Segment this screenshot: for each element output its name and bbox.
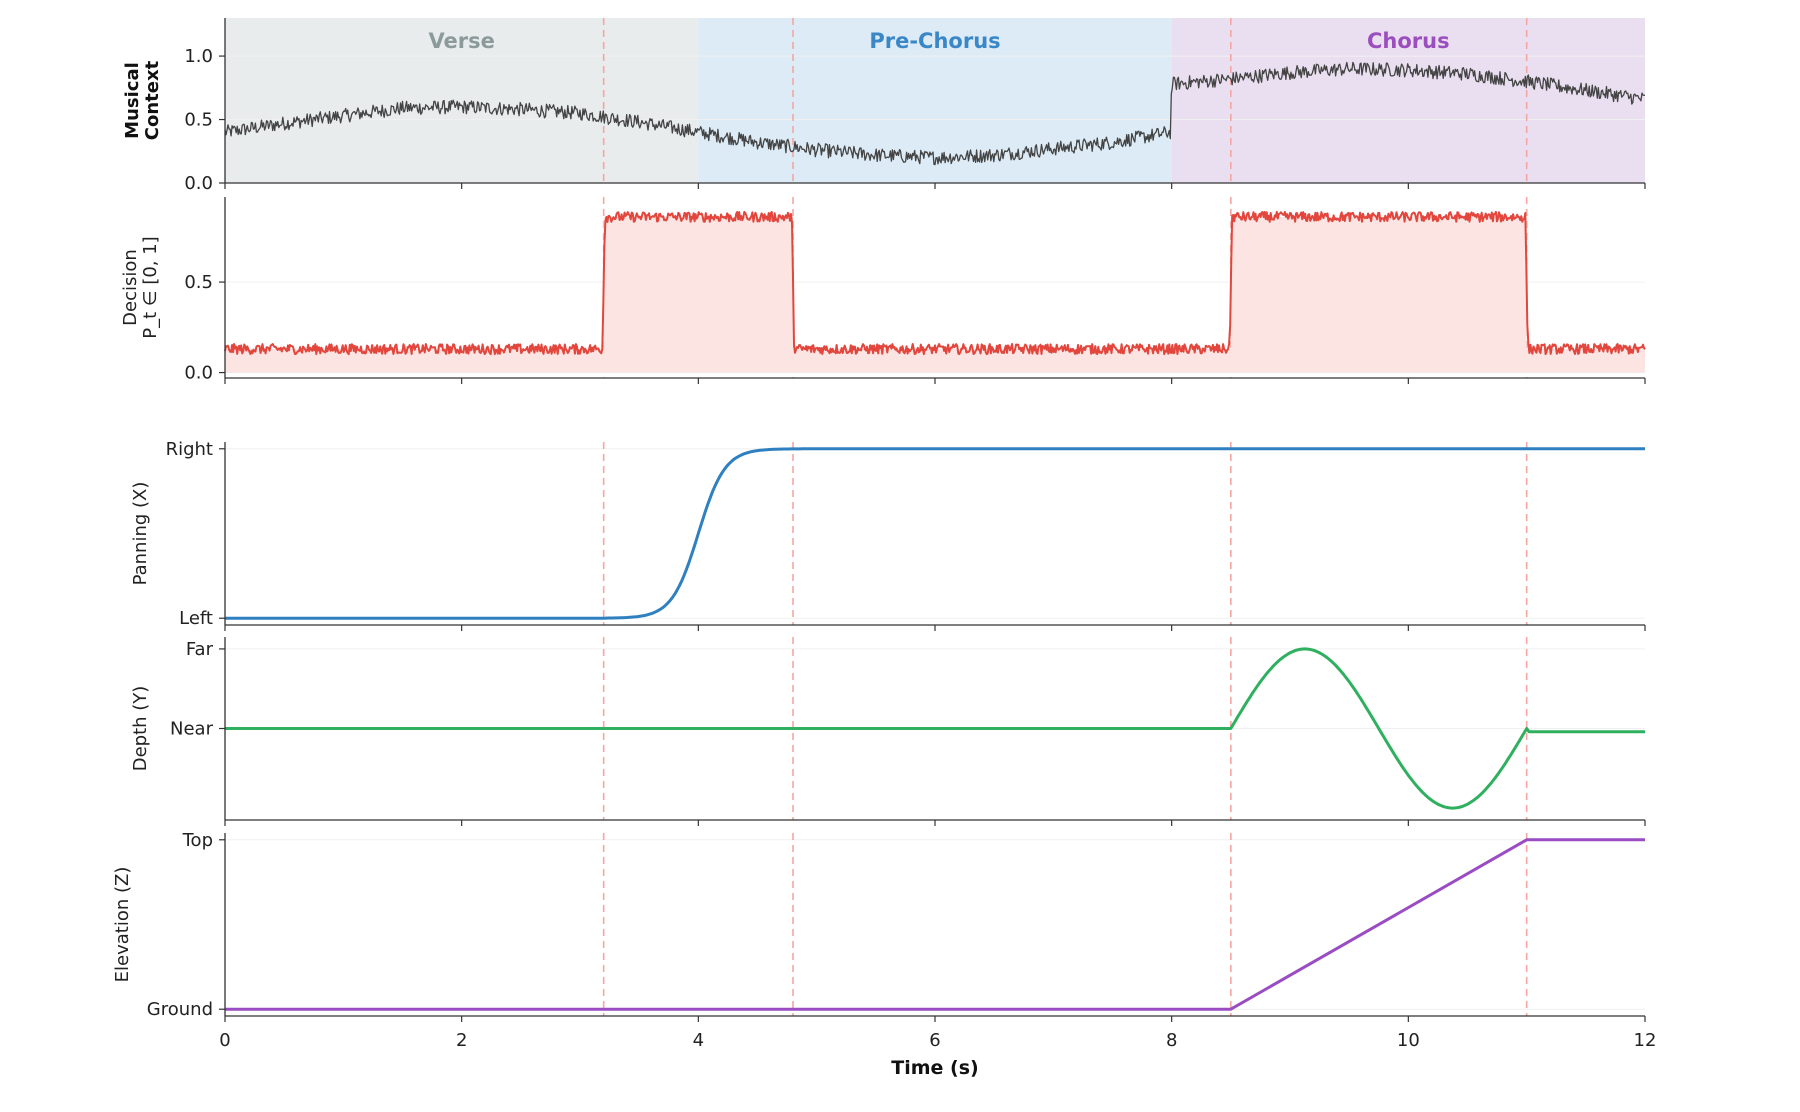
y-tick-label: Near: [170, 719, 214, 740]
segment-band: [225, 18, 699, 183]
y-axis-label: Elevation (Z): [112, 867, 133, 983]
panel-depth: Near Far Depth (Y): [130, 637, 1646, 826]
x-tick-label: 12: [1634, 1030, 1657, 1051]
y-axis-label: P_t ∈ [0, 1]: [140, 236, 161, 338]
x-axis-label: Time (s): [891, 1057, 978, 1079]
panel-decision: 0.0 0.5 Decision P_t ∈ [0, 1]: [120, 197, 1646, 384]
series-line-decision: [224, 210, 1646, 356]
y-axis-label: Context: [142, 60, 163, 140]
y-axis-label: Musical: [122, 62, 143, 139]
y-tick-label: Ground: [147, 999, 213, 1020]
y-tick-label: Top: [182, 830, 213, 851]
series-line-musical-context: [224, 61, 1646, 166]
x-tick-label: 10: [1397, 1030, 1420, 1051]
segment-label: Chorus: [1367, 29, 1450, 53]
segment-band: [1171, 18, 1645, 183]
decision-area: [225, 216, 1645, 373]
panel-elevation: Ground Top Elevation (Z): [112, 830, 1646, 1022]
panel-panning: Left Right Panning (X): [130, 439, 1646, 631]
y-axis-label: Panning (X): [130, 482, 151, 586]
y-tick-label: 1.0: [184, 46, 213, 67]
segment-label: Pre-Chorus: [869, 29, 1000, 53]
y-tick-label: 0.5: [184, 110, 213, 131]
y-tick-label: Far: [186, 639, 214, 660]
y-tick-label: Left: [179, 608, 213, 629]
y-axis-label: Decision: [120, 249, 141, 326]
segment-band: [698, 18, 1172, 183]
y-axis-label: Depth (Y): [130, 686, 151, 772]
y-tick-label: 0.5: [184, 272, 213, 293]
y-tick-label: 0.0: [184, 173, 213, 194]
x-tick-label: 4: [693, 1030, 704, 1051]
series-line-depth: [225, 647, 1645, 810]
x-tick-label: 2: [456, 1030, 467, 1051]
series-line-elevation: [225, 838, 1645, 1011]
panel-musical-context: Verse Pre-Chorus Chorus 0.0 0.5 1.0 Musical Con…: [122, 18, 1646, 194]
x-tick-label: 0: [219, 1030, 230, 1051]
y-tick-label: 0.0: [184, 363, 213, 384]
segment-label: Verse: [428, 29, 494, 53]
x-tick-label: 8: [1166, 1030, 1177, 1051]
y-tick-label: Right: [166, 439, 213, 460]
x-tick-label: 6: [929, 1030, 940, 1051]
series-line-panning: [225, 447, 1645, 620]
